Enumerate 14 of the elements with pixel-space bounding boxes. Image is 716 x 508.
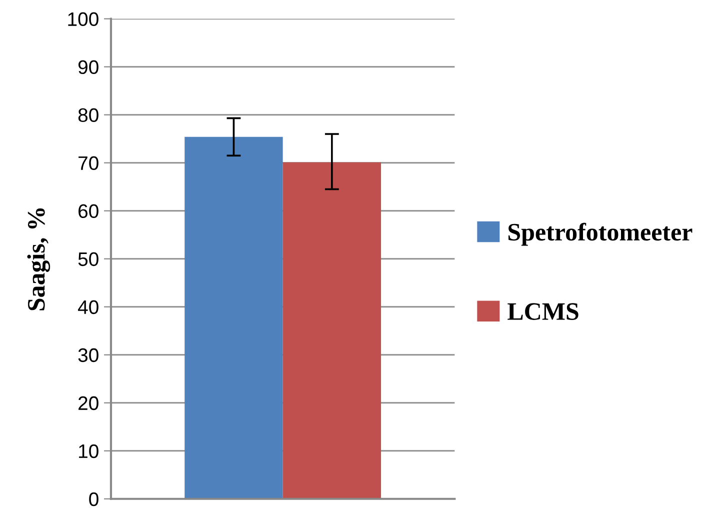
y-tick-label: 10 [79, 444, 98, 458]
y-tick-label: 60 [78, 204, 98, 218]
y-axis-title: Saagis, % [27, 208, 50, 310]
y-tick-label: 90 [78, 60, 98, 74]
y-tick-label: 20 [78, 396, 98, 410]
y-tick-label: 40 [78, 300, 98, 314]
y-tick-label: 80 [78, 108, 98, 122]
legend-label: LCMS [508, 303, 578, 320]
y-tick-label: 30 [78, 348, 98, 362]
legend-label: Spetrofotomeeter [508, 222, 692, 246]
y-tick-label: 50 [78, 252, 98, 266]
y-tick-label: 70 [78, 156, 98, 170]
y-tick-label: 0 [89, 492, 98, 506]
y-tick-label: 100 [68, 12, 98, 26]
